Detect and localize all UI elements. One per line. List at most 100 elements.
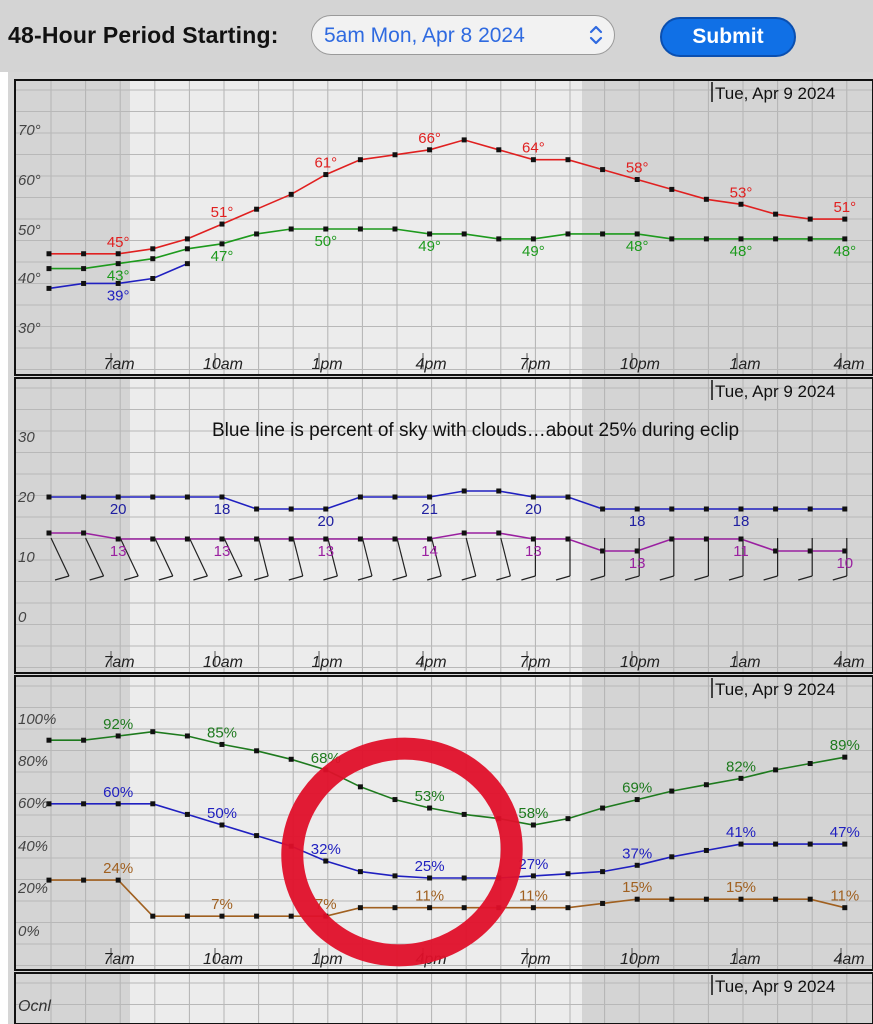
- data-label: 39°: [107, 287, 130, 304]
- data-point: [115, 251, 121, 257]
- data-point: [115, 494, 121, 500]
- data-point: [288, 536, 294, 542]
- data-label: 18: [733, 513, 750, 530]
- panel-border: [14, 972, 873, 1024]
- data-point: [150, 276, 156, 281]
- wind-barb-icon: [832, 538, 848, 581]
- x-tick-label: 10am: [203, 951, 243, 968]
- data-label: 58°: [626, 160, 649, 177]
- data-point: [81, 266, 87, 272]
- barb-flag: [288, 575, 303, 581]
- data-label: 49°: [522, 243, 545, 260]
- data-label: 13: [317, 543, 334, 560]
- x-tick-label: 7pm: [519, 356, 550, 373]
- panel-border: [14, 377, 873, 674]
- barb-flag: [555, 575, 571, 581]
- barb-staff: [85, 537, 105, 577]
- data-label: 85%: [207, 724, 237, 741]
- barb-staff: [50, 537, 70, 577]
- barb-flag: [832, 575, 847, 581]
- data-point: [427, 536, 433, 542]
- data-point: [392, 536, 398, 542]
- data-point: [807, 236, 813, 242]
- barb-flag: [659, 575, 674, 581]
- series-line-dewpoint: [49, 228, 845, 270]
- x-tick-label: 4am: [833, 951, 864, 968]
- data-label: 13: [110, 543, 127, 560]
- data-label: 48°: [833, 243, 856, 260]
- data-point: [530, 822, 536, 828]
- x-tick-label: 1am: [729, 951, 760, 968]
- barb-flag: [392, 575, 407, 581]
- barb-flag: [590, 575, 605, 581]
- data-point: [219, 913, 225, 919]
- wind-barb-icon: [188, 537, 208, 581]
- data-point: [115, 877, 121, 883]
- barb-staff: [119, 537, 139, 577]
- x-tick-label: 1am: [729, 356, 760, 373]
- data-point: [46, 877, 52, 883]
- data-point: [219, 494, 225, 500]
- barb-flag: [193, 575, 208, 581]
- data-point: [184, 494, 190, 500]
- data-label: 50%: [207, 805, 237, 822]
- data-point: [184, 246, 190, 252]
- data-label: 32%: [311, 841, 341, 858]
- data-point: [565, 816, 571, 822]
- submit-button[interactable]: Submit: [660, 17, 796, 57]
- wind-barb-icon: [555, 538, 571, 581]
- data-point: [219, 822, 225, 828]
- data-point: [738, 841, 744, 847]
- data-point: [842, 841, 848, 847]
- data-label: 51°: [833, 199, 856, 216]
- data-point: [807, 216, 813, 222]
- series-wind_speed: [46, 530, 848, 554]
- data-label: 53°: [730, 184, 753, 201]
- data-point: [773, 236, 779, 242]
- data-label: 50°: [314, 233, 337, 250]
- data-point: [427, 147, 433, 153]
- series-sky_cover: [46, 801, 848, 881]
- series-dewpoint: [46, 226, 848, 272]
- data-label: 82%: [726, 758, 756, 775]
- data-point: [357, 494, 363, 500]
- data-label: 13: [629, 555, 646, 572]
- date-label: Tue, Apr 9 2024: [715, 680, 835, 699]
- data-label: 11%: [830, 888, 859, 905]
- wind-barb-icon: [119, 537, 139, 581]
- data-point: [565, 494, 571, 500]
- data-label: 66°: [418, 130, 441, 147]
- y-tick-label: 0%: [18, 923, 40, 940]
- period-select[interactable]: 5am Mon, Apr 8 2024: [311, 15, 615, 55]
- data-point: [392, 152, 398, 158]
- data-point: [254, 913, 260, 919]
- data-point: [81, 877, 87, 883]
- barb-staff: [223, 537, 243, 577]
- data-point: [357, 157, 363, 163]
- data-point: [461, 530, 467, 536]
- data-point: [150, 256, 156, 262]
- data-point: [288, 226, 294, 232]
- data-point: [323, 858, 329, 864]
- data-point: [703, 782, 709, 788]
- barb-flag: [54, 575, 70, 581]
- series-line-temperature: [49, 139, 845, 255]
- data-point: [773, 841, 779, 847]
- data-point: [703, 196, 709, 202]
- data-label: 58%: [518, 805, 548, 822]
- data-point: [773, 506, 779, 512]
- chevron-updown-icon: [589, 25, 603, 45]
- wind-barb-icon: [461, 537, 477, 581]
- wind-barb-icon: [154, 537, 174, 581]
- x-tick-label: 1pm: [311, 951, 342, 968]
- y-tick-label: 80%: [18, 753, 48, 770]
- data-point: [81, 280, 87, 286]
- data-point: [46, 251, 52, 257]
- data-point: [150, 494, 156, 500]
- data-point: [600, 869, 606, 875]
- x-tick-label: 4pm: [415, 654, 446, 671]
- wind-barb-icon: [223, 537, 243, 581]
- data-point: [461, 231, 467, 237]
- night-shade: [582, 676, 873, 970]
- data-point: [254, 506, 260, 512]
